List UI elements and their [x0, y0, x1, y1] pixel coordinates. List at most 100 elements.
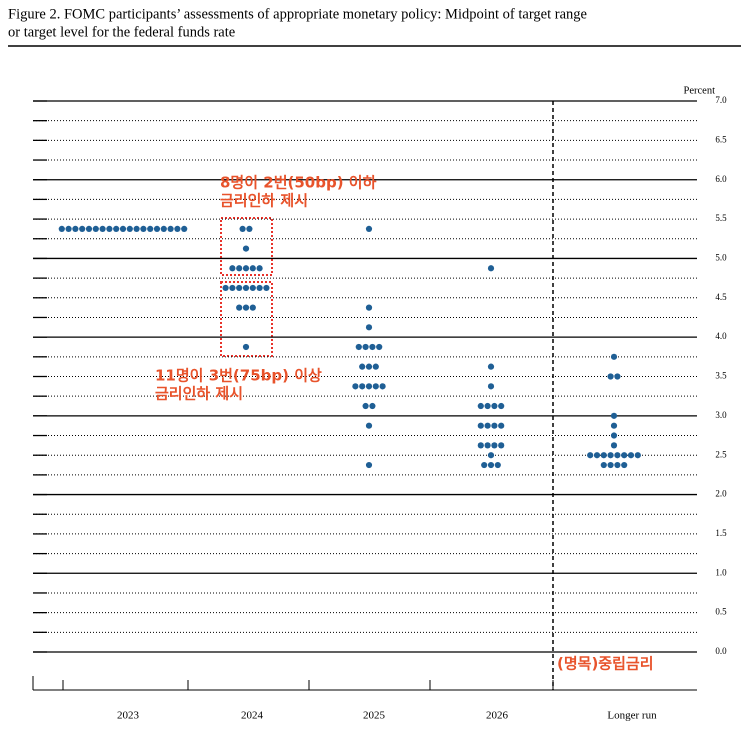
dot — [593, 452, 601, 459]
dot — [249, 304, 256, 311]
dot — [359, 383, 366, 390]
x-tick-label: 2025 — [363, 710, 386, 722]
dot — [587, 452, 594, 459]
dot — [246, 225, 253, 233]
dot — [133, 225, 140, 233]
annotation: (명목)중립금리 — [557, 655, 654, 673]
dot — [484, 442, 491, 449]
dot — [85, 225, 93, 233]
dot — [614, 373, 621, 380]
y-tick-label: 4.0 — [715, 331, 727, 341]
dot — [106, 225, 113, 233]
dot — [498, 402, 505, 410]
y-tick-label: 2.5 — [715, 449, 727, 459]
dot — [365, 461, 373, 469]
y-tick-label: 6.5 — [715, 134, 727, 144]
dot — [477, 422, 484, 429]
x-tick-label: Longer run — [607, 710, 657, 722]
dot — [229, 284, 236, 292]
dot — [242, 304, 250, 311]
dot — [379, 383, 386, 390]
dot — [487, 383, 495, 390]
dot — [92, 225, 99, 233]
chart-subtitle: or target level for the federal funds ra… — [8, 24, 235, 40]
dot — [610, 412, 618, 419]
dot — [160, 225, 167, 233]
dot — [72, 225, 79, 233]
dot — [372, 363, 379, 370]
dot — [229, 265, 236, 272]
dot — [242, 265, 250, 272]
dot — [491, 422, 498, 429]
dot — [242, 343, 250, 351]
dot — [365, 324, 373, 331]
dot — [369, 343, 376, 351]
y-tick-label: 3.0 — [715, 410, 727, 420]
dot — [126, 225, 133, 233]
dot — [607, 461, 614, 469]
dot — [477, 402, 484, 410]
y-tick-label: 6.0 — [715, 174, 727, 184]
dot — [484, 402, 491, 410]
y-tick-label: 1.0 — [715, 567, 727, 577]
dot — [610, 353, 618, 360]
dot — [242, 284, 250, 292]
dot — [614, 461, 621, 469]
dot — [600, 452, 607, 459]
dot — [79, 225, 86, 233]
chart-title: Figure 2. FOMC participants’ assessments… — [8, 6, 587, 22]
dot — [365, 363, 373, 370]
dot — [222, 284, 229, 292]
dot — [627, 452, 635, 459]
dot — [494, 461, 501, 469]
dot — [634, 452, 641, 459]
dot — [236, 265, 243, 272]
dot — [372, 383, 379, 390]
annotation: 금리인하 제시 — [220, 192, 308, 210]
annotation-box — [220, 281, 273, 357]
dot — [249, 284, 256, 292]
dot — [621, 452, 628, 459]
y-tick-label: 0.0 — [715, 646, 727, 656]
dot — [362, 402, 369, 410]
dot — [614, 452, 621, 459]
y-tick-label: 3.5 — [715, 371, 727, 381]
dot — [362, 343, 369, 351]
dot — [607, 452, 614, 459]
dot — [491, 402, 498, 410]
dot — [498, 442, 505, 449]
annotation-box — [220, 217, 273, 276]
dot — [484, 422, 491, 429]
dot — [365, 383, 373, 390]
dot — [99, 225, 106, 233]
y-tick-label: 7.0 — [715, 95, 727, 105]
dot — [58, 225, 65, 233]
dot — [487, 265, 495, 272]
annotation: 11명이 3번(75bp) 이상 — [155, 367, 322, 385]
y-tick-label: 5.0 — [715, 252, 727, 262]
dot — [236, 284, 243, 292]
dot — [242, 245, 250, 252]
dot — [600, 461, 607, 469]
x-tick-label: 2023 — [117, 710, 140, 722]
dot — [181, 225, 188, 233]
dot — [174, 225, 181, 233]
dot — [249, 265, 256, 272]
dot — [610, 442, 618, 449]
dot — [621, 461, 628, 469]
dot — [610, 422, 618, 429]
dot — [369, 402, 376, 410]
dot — [376, 343, 383, 351]
dot — [359, 363, 366, 370]
dot — [487, 363, 495, 370]
dot — [119, 225, 127, 233]
dot — [365, 304, 373, 311]
dot — [365, 422, 373, 429]
dot — [355, 343, 362, 351]
dot — [487, 461, 495, 469]
dot — [610, 432, 618, 439]
dot — [239, 225, 246, 233]
dot — [607, 373, 614, 380]
dot — [352, 383, 359, 390]
